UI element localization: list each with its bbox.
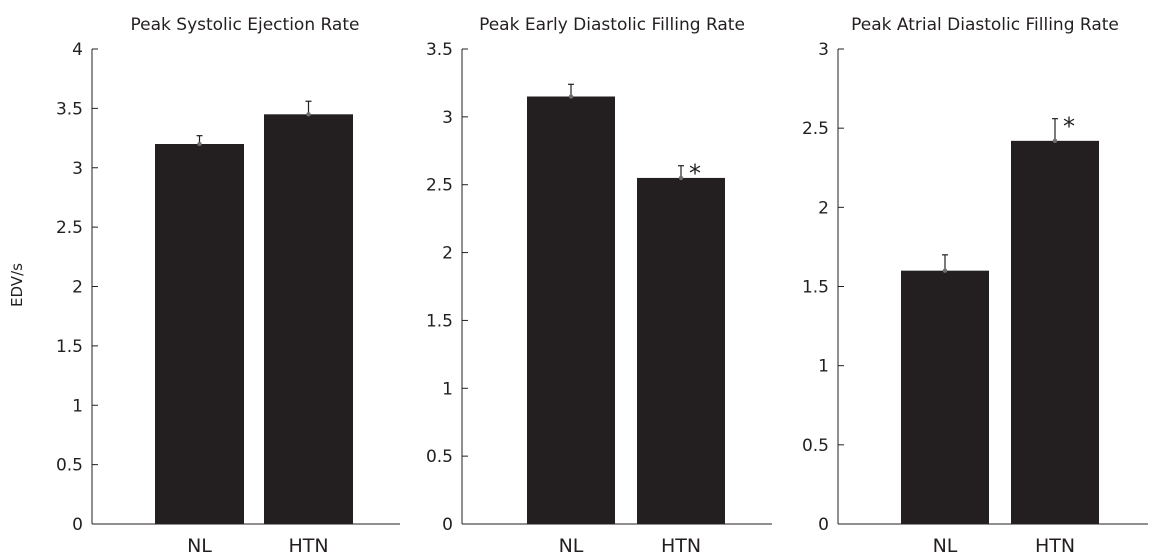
- category-label: NL: [559, 535, 584, 556]
- y-tick-label: 2: [818, 198, 829, 218]
- y-tick-label: 3: [818, 40, 829, 60]
- panel-atrial-diastolic-filling: Peak Atrial Diastolic Filling Rate 0 0.5 1…: [802, 15, 1148, 556]
- bar-nl: [527, 96, 615, 524]
- y-tick-label: 1.5: [426, 311, 453, 331]
- bar-mean-marker: [568, 94, 574, 99]
- y-tick-label: 1.5: [56, 337, 83, 357]
- panel-title: Peak Systolic Ejection Rate: [131, 15, 360, 35]
- y-tick-label: 3: [72, 159, 83, 179]
- bar-mean-marker: [678, 175, 684, 181]
- y-tick-label: 1: [818, 357, 829, 377]
- significance-marker: *: [689, 160, 701, 188]
- y-tick-label: 0: [818, 515, 829, 535]
- y-tick-label: 2.5: [56, 218, 83, 238]
- y-tick-label: 3: [442, 108, 453, 128]
- y-tick-label: 1: [72, 396, 83, 416]
- y-tick-label: 2.5: [426, 176, 453, 196]
- category-label: HTN: [1035, 535, 1075, 556]
- bar-mean-marker: [306, 112, 311, 117]
- panel-systolic-ejection: Peak Systolic Ejection Rate EDV/s 0 0.5 1 1…: [8, 15, 400, 556]
- panel-early-diastolic-filling: Peak Early Diastolic Filling Rate 0 0.5 1 1…: [426, 15, 772, 556]
- bar-mean-marker: [1052, 138, 1058, 144]
- y-tick-label: 0: [72, 515, 83, 535]
- y-tick-label: 3.5: [56, 99, 83, 119]
- y-tick-label: 1: [442, 379, 453, 399]
- y-tick-label: 2.5: [802, 119, 829, 139]
- bar-htn: [1011, 140, 1099, 525]
- category-label: HTN: [288, 535, 328, 556]
- y-tick-label: 3.5: [426, 40, 453, 60]
- y-tick-label: 2: [442, 244, 453, 264]
- bar-mean-marker: [197, 141, 202, 147]
- y-tick-label: 0.5: [56, 456, 83, 476]
- y-tick-label: 4: [72, 40, 83, 60]
- panel-title: Peak Atrial Diastolic Filling Rate: [851, 15, 1119, 35]
- y-tick-label: 1.5: [802, 278, 829, 298]
- bar-nl: [155, 144, 244, 524]
- category-label: NL: [933, 535, 958, 556]
- y-tick-label: 0.5: [426, 447, 453, 467]
- significance-marker: *: [1063, 113, 1075, 141]
- panel-title: Peak Early Diastolic Filling Rate: [479, 15, 745, 35]
- y-tick-label: 2: [72, 278, 83, 298]
- bar-mean-marker: [942, 268, 948, 273]
- y-axis-label: EDV/s: [8, 263, 26, 307]
- y-tick-label: 0: [442, 515, 453, 535]
- bar-htn: [264, 114, 353, 524]
- category-label: NL: [187, 535, 212, 556]
- bar-htn: [637, 177, 725, 524]
- y-tick-label: 0.5: [802, 436, 829, 456]
- bar-nl: [901, 270, 989, 524]
- category-label: HTN: [661, 535, 701, 556]
